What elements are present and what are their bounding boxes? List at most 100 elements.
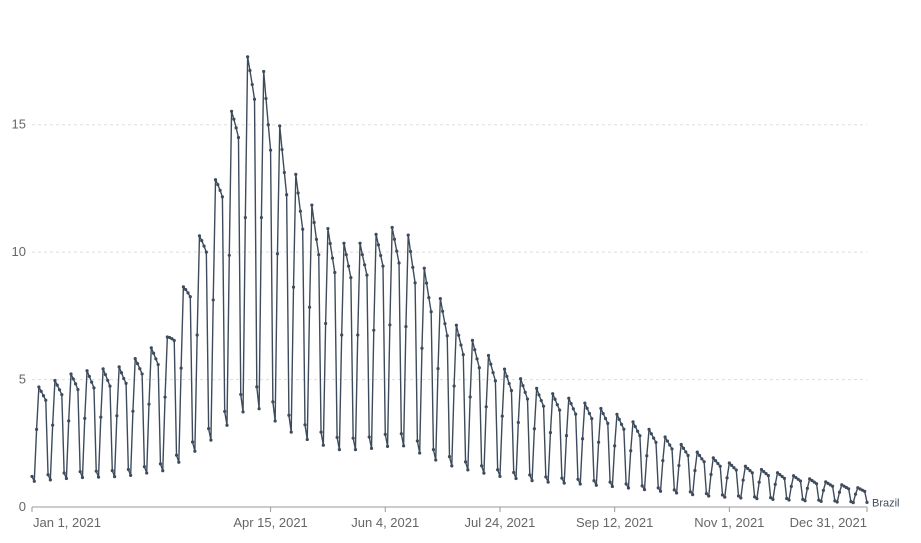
data-point [252,97,257,101]
data-point [103,372,108,377]
data-point [466,468,470,472]
data-point [328,241,332,246]
data-point [200,239,204,243]
data-point [826,481,830,485]
data-point [181,285,185,289]
data-point [172,338,176,343]
data-point [158,462,163,466]
data-point [280,147,284,152]
data-point [207,427,211,431]
data-point [218,188,222,192]
data-point [427,296,431,300]
data-point [477,366,481,370]
data-point [700,457,704,461]
data-point [349,276,353,280]
data-point [638,434,642,438]
data-point [640,484,644,488]
data-point [608,480,612,484]
data-point [106,378,110,382]
data-point [307,305,312,309]
data-point [505,374,509,378]
data-point [746,466,750,471]
data-point [830,484,835,488]
data-point [821,488,826,492]
data-point [34,427,39,431]
data-point [658,489,663,493]
data-point [482,471,486,475]
data-point [385,444,390,448]
data-point [149,346,153,350]
data-point [642,488,647,492]
data-point [404,324,408,329]
data-point [186,291,190,295]
data-point [294,172,298,176]
data-point [521,384,525,388]
data-point [574,412,578,416]
data-point [450,464,454,468]
data-point [119,371,124,375]
data-point [824,480,828,484]
series-line [31,56,868,504]
data-point [257,407,261,411]
x-tick-label: Jul 24, 2021 [465,515,536,530]
data-point [131,409,135,413]
data-point [663,435,667,439]
data-point [333,270,337,275]
data-point [785,496,789,501]
data-point [397,261,401,265]
data-point [303,423,307,427]
data-point [78,470,82,474]
data-point [296,191,300,195]
data-point [356,333,360,337]
data-point [707,494,711,498]
data-point [273,419,277,423]
data-point [326,226,330,231]
data-point [317,253,321,257]
data-point [154,357,158,361]
data-point [558,408,562,412]
x-tick-label: Sep 12, 2021 [576,515,653,530]
data-point [759,467,764,472]
data-point [553,397,557,401]
data-point [83,416,87,420]
data-point [496,468,500,472]
data-point [30,474,34,479]
data-point [353,448,358,452]
data-point [764,472,768,476]
data-point [243,215,247,220]
data-point [133,357,137,361]
data-point [617,417,621,421]
data-point [376,243,380,247]
data-point [268,148,273,152]
x-tick-label: Jun 4, 2021 [351,515,419,530]
data-point [69,372,73,376]
data-point [743,464,748,468]
data-point [578,482,582,486]
data-point [193,449,197,453]
data-point [367,435,371,439]
data-point [174,453,179,457]
data-point [725,476,729,480]
data-point [388,323,392,327]
data-point [312,220,316,225]
data-point [748,469,752,473]
data-point [305,437,309,442]
data-point [551,392,555,396]
data-point [411,265,415,269]
data-point [498,474,502,479]
x-axis: Jan 1, 2021 Apr 15, 2021 Jun 4, 2021 Jul 24… [31,506,868,530]
data-point [220,195,224,199]
data-point [250,82,254,87]
data-point [80,475,85,480]
data-point [681,446,686,450]
data-point [418,451,422,455]
data-point [720,493,725,497]
data-point [337,448,341,452]
data-point [601,411,605,416]
data-point [147,402,151,406]
data-point [470,338,475,342]
data-point [523,390,527,394]
data-point [55,383,59,387]
data-point [798,479,803,483]
